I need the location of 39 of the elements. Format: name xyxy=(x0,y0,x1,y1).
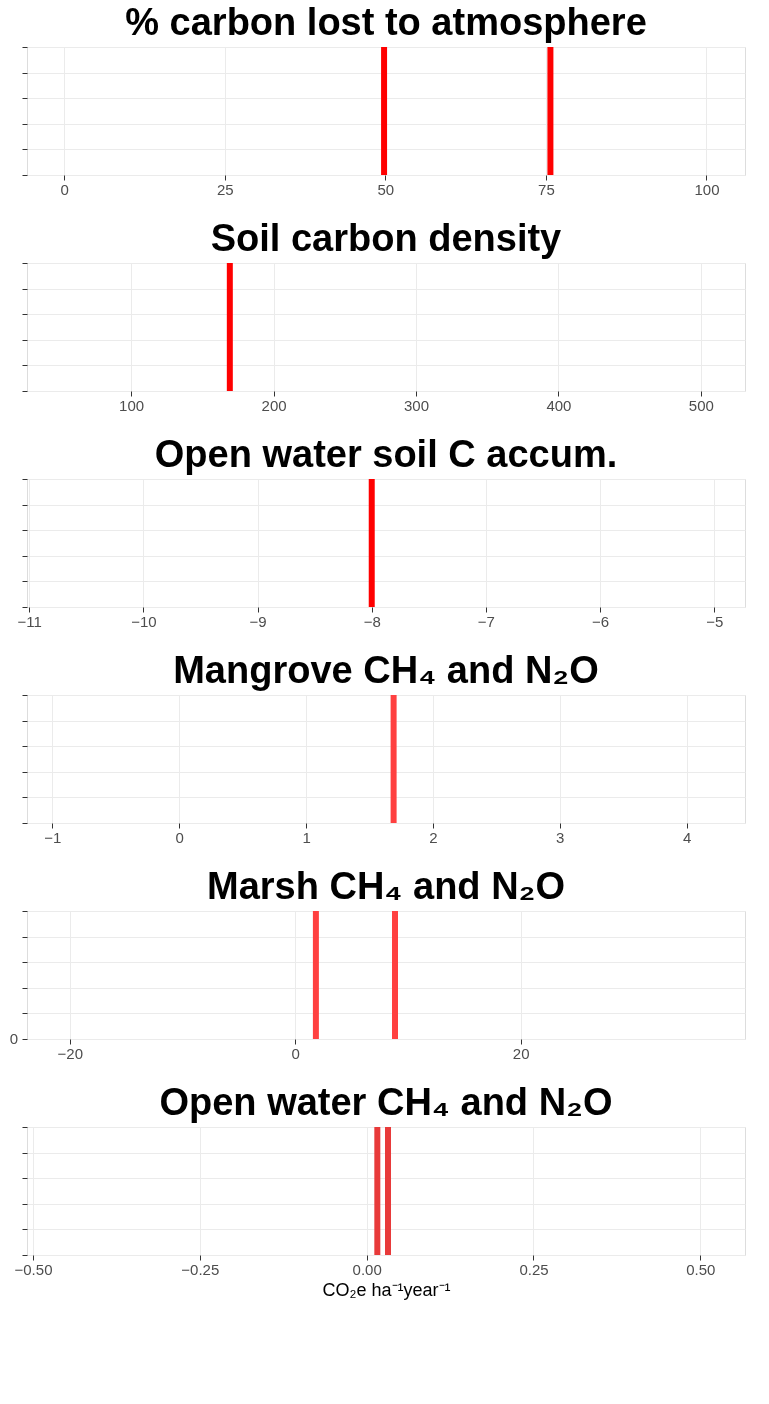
x-tick-label: −10 xyxy=(131,612,157,630)
x-tick-label: 0 xyxy=(60,180,69,198)
x-tick-label: 400 xyxy=(546,396,572,414)
x-tick-label: −9 xyxy=(249,612,267,630)
x-tick-label: −0.25 xyxy=(181,1260,220,1278)
chart-title: % carbon lost to atmosphere xyxy=(125,0,647,43)
x-tick-label: −8 xyxy=(363,612,381,630)
chart-title: Mangrove CH₄ and N₂O xyxy=(173,648,599,691)
x-tick-label: 100 xyxy=(694,180,720,198)
x-tick-label: 100 xyxy=(119,396,145,414)
x-tick-label: −7 xyxy=(477,612,495,630)
x-tick-label: 1 xyxy=(302,828,311,846)
x-tick-label: 300 xyxy=(403,396,429,414)
x-tick-label: 0 xyxy=(291,1044,300,1062)
x-tick-label: −0.50 xyxy=(14,1260,53,1278)
x-tick-label: −11 xyxy=(17,612,42,630)
x-tick-label: 4 xyxy=(682,828,692,846)
x-tick-label: 50 xyxy=(377,180,395,198)
x-axis-title: CO₂e ha⁻¹year⁻¹ xyxy=(322,1279,451,1300)
x-tick-label: 500 xyxy=(688,396,714,414)
x-tick-label: 75 xyxy=(538,180,555,198)
x-tick-label: 0.25 xyxy=(519,1260,549,1278)
x-tick-label: −5 xyxy=(706,612,724,630)
x-tick-label: 3 xyxy=(556,828,565,846)
x-tick-label: 0 xyxy=(175,828,184,846)
x-tick-label: 0.00 xyxy=(352,1260,382,1278)
x-tick-label: −6 xyxy=(591,612,610,630)
x-tick-label: 2 xyxy=(429,828,438,846)
x-tick-label: 0.50 xyxy=(686,1260,716,1278)
x-tick-label: 20 xyxy=(512,1044,530,1062)
chart-title: Soil carbon density xyxy=(210,216,562,259)
chart-title: Open water CH₄ and N₂O xyxy=(159,1080,613,1123)
x-tick-label: −1 xyxy=(44,828,62,846)
chart-title: Marsh CH₄ and N₂O xyxy=(206,864,566,907)
x-tick-label: −20 xyxy=(57,1044,84,1062)
x-tick-label: 25 xyxy=(216,180,234,198)
text: 0 xyxy=(9,1030,18,1047)
x-tick-label: 200 xyxy=(261,396,287,414)
chart-title: Open water soil C accum. xyxy=(154,432,618,475)
